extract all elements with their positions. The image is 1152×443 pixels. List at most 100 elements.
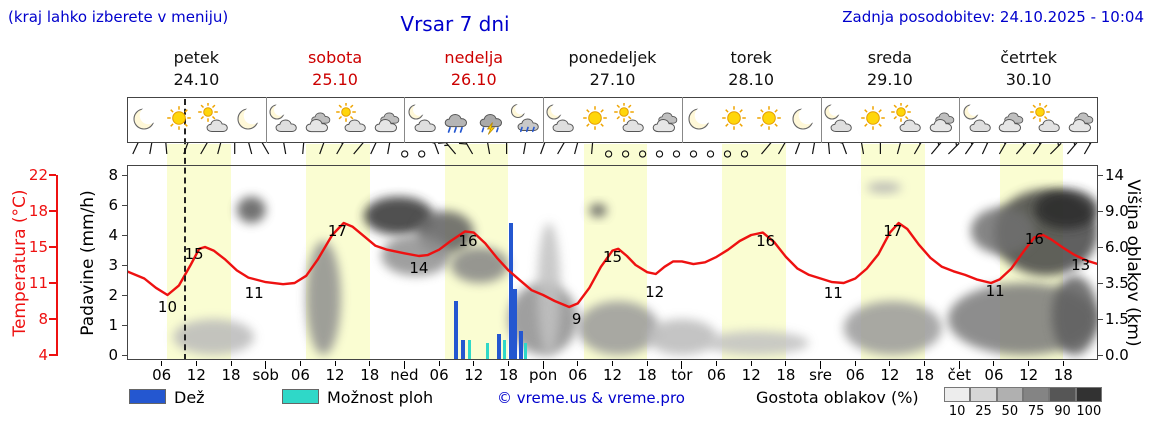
hour-tick xyxy=(1062,361,1064,366)
hour-tick xyxy=(612,361,613,366)
day-separator xyxy=(820,97,822,143)
rain-icon xyxy=(439,103,473,135)
temp-label: 15 xyxy=(184,245,204,263)
temp-tick xyxy=(49,210,56,212)
temp-label: 17 xyxy=(327,222,347,240)
hour-label: 18 xyxy=(360,366,380,384)
cloud-scale-segment xyxy=(1049,387,1076,402)
precip-tick xyxy=(122,265,127,266)
day-boundary-tick xyxy=(958,361,960,369)
shower-bar xyxy=(467,340,471,359)
hour-label: 18 xyxy=(915,366,935,384)
day-boundary-tick xyxy=(265,361,267,369)
precip-tick xyxy=(122,325,127,326)
hour-tick xyxy=(230,361,232,366)
credit-link[interactable]: © vreme.us & vreme.pro xyxy=(497,389,685,407)
day-separator xyxy=(543,97,545,143)
cloud-icon xyxy=(648,103,682,135)
day-name: petek xyxy=(173,48,220,67)
hour-tick xyxy=(993,361,995,366)
moon-icon xyxy=(127,103,161,135)
day-separator xyxy=(265,97,267,143)
temp-label: 11 xyxy=(823,284,843,302)
temp-tick-label: 15 xyxy=(28,238,48,256)
hour-label: 06 xyxy=(568,366,588,384)
day-abbrev-label: pon xyxy=(529,366,558,384)
moon-cloud-icon xyxy=(405,103,439,135)
day-date: 26.10 xyxy=(450,70,497,89)
temp-label: 9 xyxy=(571,310,582,328)
hour-tick xyxy=(646,361,648,366)
day-abbrev-label: sre xyxy=(809,366,832,384)
moon-cloud-icon xyxy=(266,103,300,135)
temp-tick-label: 4 xyxy=(38,346,48,364)
day-name: ponedeljek xyxy=(568,48,657,67)
day-boundary-tick xyxy=(403,361,405,369)
precip-tick xyxy=(122,205,127,206)
day-date: 29.10 xyxy=(867,70,913,89)
cloud-scale-label: 100 xyxy=(1076,404,1102,419)
day-boundary-tick xyxy=(681,361,683,369)
hour-tick xyxy=(854,361,856,366)
cloud-density-label: Gostota oblakov (%) xyxy=(756,388,919,407)
rain-bar xyxy=(513,289,518,359)
cloud-scale-segment xyxy=(944,387,971,402)
rain-legend-label: Dež xyxy=(174,388,205,407)
daylight-band xyxy=(722,144,786,360)
cloud-tick-label: 1.5 xyxy=(1105,310,1129,328)
shower-bar xyxy=(524,343,528,359)
day-date: 28.10 xyxy=(728,70,775,89)
rain-bar xyxy=(454,301,459,359)
temp-axis-line xyxy=(56,175,58,356)
cloud-scale-label: 50 xyxy=(1001,404,1019,419)
hour-label: 12 xyxy=(186,366,206,384)
moon-cloud-icon xyxy=(543,103,577,135)
hour-label: 12 xyxy=(602,366,623,384)
cloud-icon xyxy=(301,103,335,135)
hour-label: 18 xyxy=(221,366,241,384)
plot-border xyxy=(127,165,1098,360)
cloud-scale-segment xyxy=(1075,387,1102,402)
shower-bar xyxy=(502,340,506,359)
rain-bar xyxy=(496,334,501,359)
day-name: nedelja xyxy=(444,48,504,67)
sun-cloud-icon xyxy=(613,102,647,135)
hour-tick xyxy=(889,361,891,366)
temp-tick xyxy=(49,246,56,248)
hour-tick xyxy=(577,361,579,366)
cloud-tick-label: 9.0 xyxy=(1105,202,1129,220)
hour-label: 12 xyxy=(741,366,761,384)
cloud-icon xyxy=(994,103,1028,135)
moon-icon xyxy=(231,103,265,135)
cloud-scale-segment xyxy=(1023,387,1050,402)
cloud-scale-label: 75 xyxy=(1027,404,1045,419)
day-separator xyxy=(959,97,961,143)
cloud-tick xyxy=(1098,283,1103,284)
precip-tick xyxy=(122,235,127,236)
wind-barbs-layer xyxy=(132,143,1093,158)
menu-hint: (kraj lahko izberete v meniju) xyxy=(8,8,229,26)
icon-band-border xyxy=(127,97,1098,143)
day-boundary-tick xyxy=(542,361,544,369)
hour-tick xyxy=(716,361,718,366)
rain-moon-icon xyxy=(509,103,543,135)
cloud-scale-segment xyxy=(970,387,997,402)
hour-label: 06 xyxy=(429,366,449,384)
temp-tick-label: 18 xyxy=(28,202,48,220)
day-abbrev-label: tor xyxy=(671,366,693,384)
hour-tick xyxy=(161,361,163,366)
day-date: 30.10 xyxy=(1005,70,1052,89)
hour-tick xyxy=(195,361,197,366)
cloud-scale-label: 90 xyxy=(1054,404,1071,419)
hour-label: 18 xyxy=(498,366,518,384)
cloud-tick xyxy=(1098,355,1103,356)
hour-label: 12 xyxy=(880,366,900,384)
temp-label: 14 xyxy=(409,259,429,277)
last-updated: Zadnja posodobitev: 24.10.2025 - 10:04 xyxy=(842,8,1144,26)
temp-label: 13 xyxy=(1071,256,1091,274)
moon-icon xyxy=(786,103,820,135)
precip-tick xyxy=(122,355,127,356)
temp-tick xyxy=(49,174,56,176)
rain-legend-swatch xyxy=(129,389,166,404)
